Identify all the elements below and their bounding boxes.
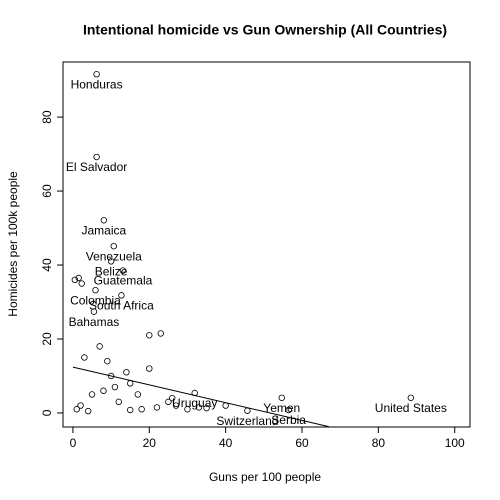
point — [100, 217, 108, 224]
point — [172, 402, 180, 409]
point — [146, 332, 153, 339]
point-label: Bahamas — [69, 315, 120, 329]
point — [126, 406, 134, 414]
point — [134, 391, 142, 398]
point-label: Serbia — [271, 413, 306, 427]
point — [165, 398, 172, 406]
point — [123, 369, 130, 376]
chart-title: Intentional homicide vs Gun Ownership (A… — [83, 22, 447, 38]
point-label: Guatemala — [94, 274, 153, 288]
point — [92, 286, 99, 294]
x-tick-label: 60 — [295, 436, 309, 450]
point — [203, 404, 210, 412]
point — [119, 267, 127, 274]
point — [107, 372, 115, 380]
point-label: Uruguay — [172, 396, 217, 410]
point — [126, 380, 134, 387]
point-label: Switzerland — [216, 414, 278, 428]
x-tick-label: 40 — [219, 436, 233, 450]
x-tick-label: 100 — [445, 436, 465, 450]
plot-frame — [62, 61, 471, 428]
point — [88, 391, 96, 398]
point — [153, 404, 161, 411]
point — [285, 406, 292, 414]
point — [75, 274, 82, 282]
point — [71, 276, 79, 284]
point — [104, 357, 111, 365]
point — [168, 394, 176, 402]
point — [81, 354, 88, 361]
point — [110, 242, 117, 250]
point — [77, 402, 84, 409]
point — [84, 407, 92, 415]
point — [111, 383, 119, 391]
y-tick-label: 80 — [40, 110, 54, 124]
y-tick-label: 0 — [40, 409, 54, 416]
trend-line — [72, 366, 329, 428]
x-tick-label: 0 — [70, 436, 77, 450]
point-label: El Salvador — [66, 160, 127, 174]
x-axis-label: Guns per 100 people — [209, 470, 321, 484]
y-tick-label: 40 — [40, 258, 54, 272]
point — [73, 406, 80, 413]
point-label: Venezuela — [86, 249, 142, 263]
point — [90, 308, 98, 315]
point-label: United States — [375, 401, 447, 415]
point — [407, 394, 415, 401]
point — [107, 258, 115, 265]
y-tick-label: 20 — [40, 332, 54, 346]
y-axis-label: Homicides per 100k people — [6, 171, 20, 317]
point — [96, 343, 103, 350]
point-label: Colombia — [70, 293, 121, 307]
point-label: Belize — [95, 264, 128, 278]
point — [93, 153, 100, 161]
point — [278, 394, 285, 401]
point — [78, 280, 85, 287]
point-label: South Africa — [89, 299, 154, 313]
x-tick-label: 80 — [372, 436, 386, 450]
y-tick-label: 60 — [40, 184, 54, 198]
point — [138, 406, 145, 413]
point — [157, 330, 164, 337]
point — [184, 406, 191, 413]
point — [93, 71, 100, 78]
x-tick-label: 20 — [143, 436, 157, 450]
point — [100, 387, 107, 394]
point — [244, 407, 251, 414]
point — [195, 404, 203, 411]
point-label: Honduras — [71, 77, 123, 91]
point — [115, 398, 122, 406]
point-label: Jamaica — [82, 223, 127, 237]
point — [146, 365, 153, 372]
point — [118, 292, 125, 299]
